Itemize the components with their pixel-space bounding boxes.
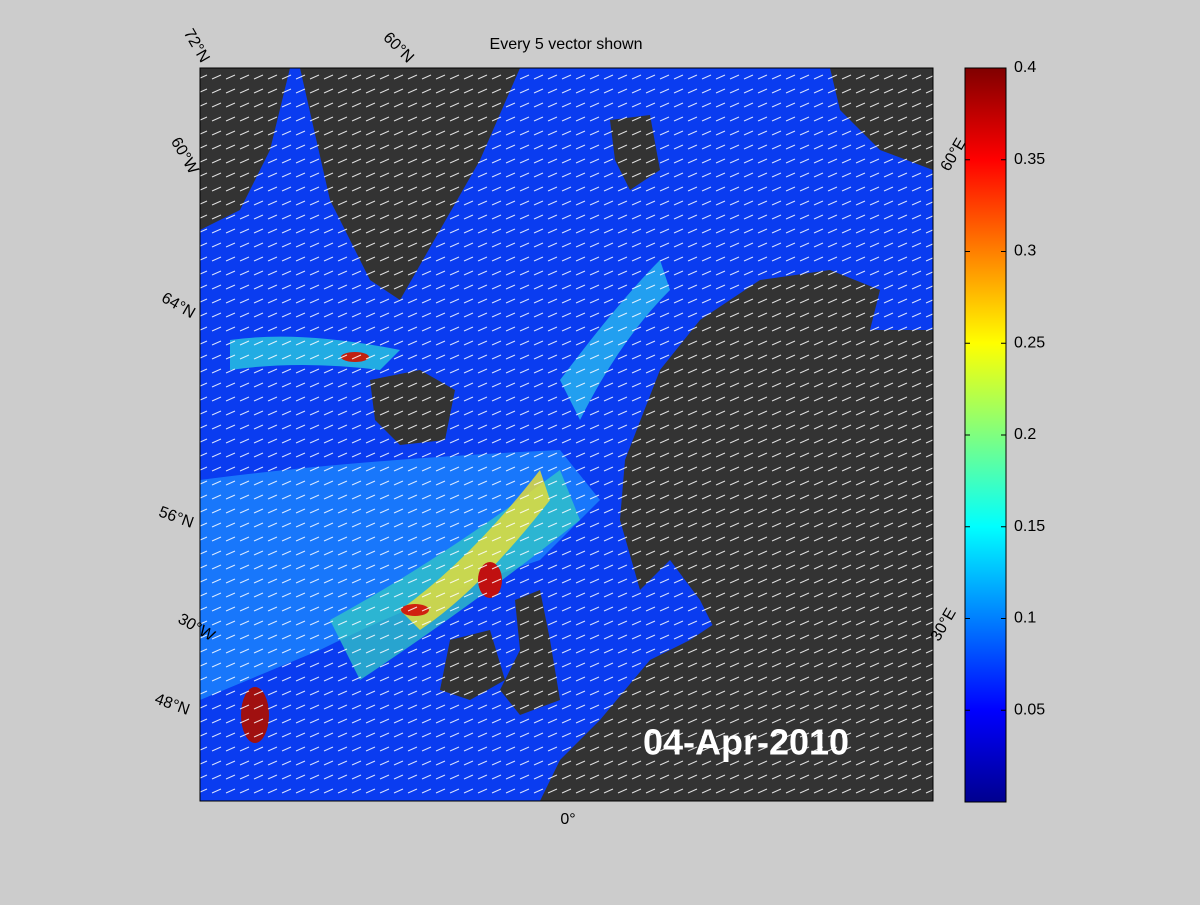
graticule-label: 60°W xyxy=(167,135,202,178)
graticule-label: 60°N xyxy=(380,29,417,66)
map-frame xyxy=(199,67,934,802)
graticule-label: 0° xyxy=(560,811,575,828)
colorbar-tick-label: 0.3 xyxy=(1014,243,1036,260)
graticule-label: 64°N xyxy=(158,289,197,322)
colorbar-tick-label: 0.15 xyxy=(1014,518,1045,535)
date-label: 04-Apr-2010 xyxy=(643,722,849,763)
colorbar-tick-label: 0.2 xyxy=(1014,426,1036,443)
graticule-label: 48°N xyxy=(152,691,191,719)
graticule-label: 56°N xyxy=(156,504,195,532)
colorbar-tick-label: 0.35 xyxy=(1014,151,1045,168)
colorbar-gradient xyxy=(964,67,1007,803)
colorbar-tick-label: 0.1 xyxy=(1014,610,1036,627)
colorbar-tick-label: 0.25 xyxy=(1014,334,1045,351)
map-title: Every 5 vector shown xyxy=(490,36,643,53)
colorbar-tick-label: 0.4 xyxy=(1014,59,1036,76)
colorbar-tick-label: 0.05 xyxy=(1014,701,1045,718)
graticule-label: 72°N xyxy=(180,26,213,65)
colorbar: 0.05 0.1 0.15 0.2 0.25 0.3 0.35 0.4 xyxy=(964,59,1045,803)
map: 04-Apr-2010 xyxy=(200,68,933,801)
